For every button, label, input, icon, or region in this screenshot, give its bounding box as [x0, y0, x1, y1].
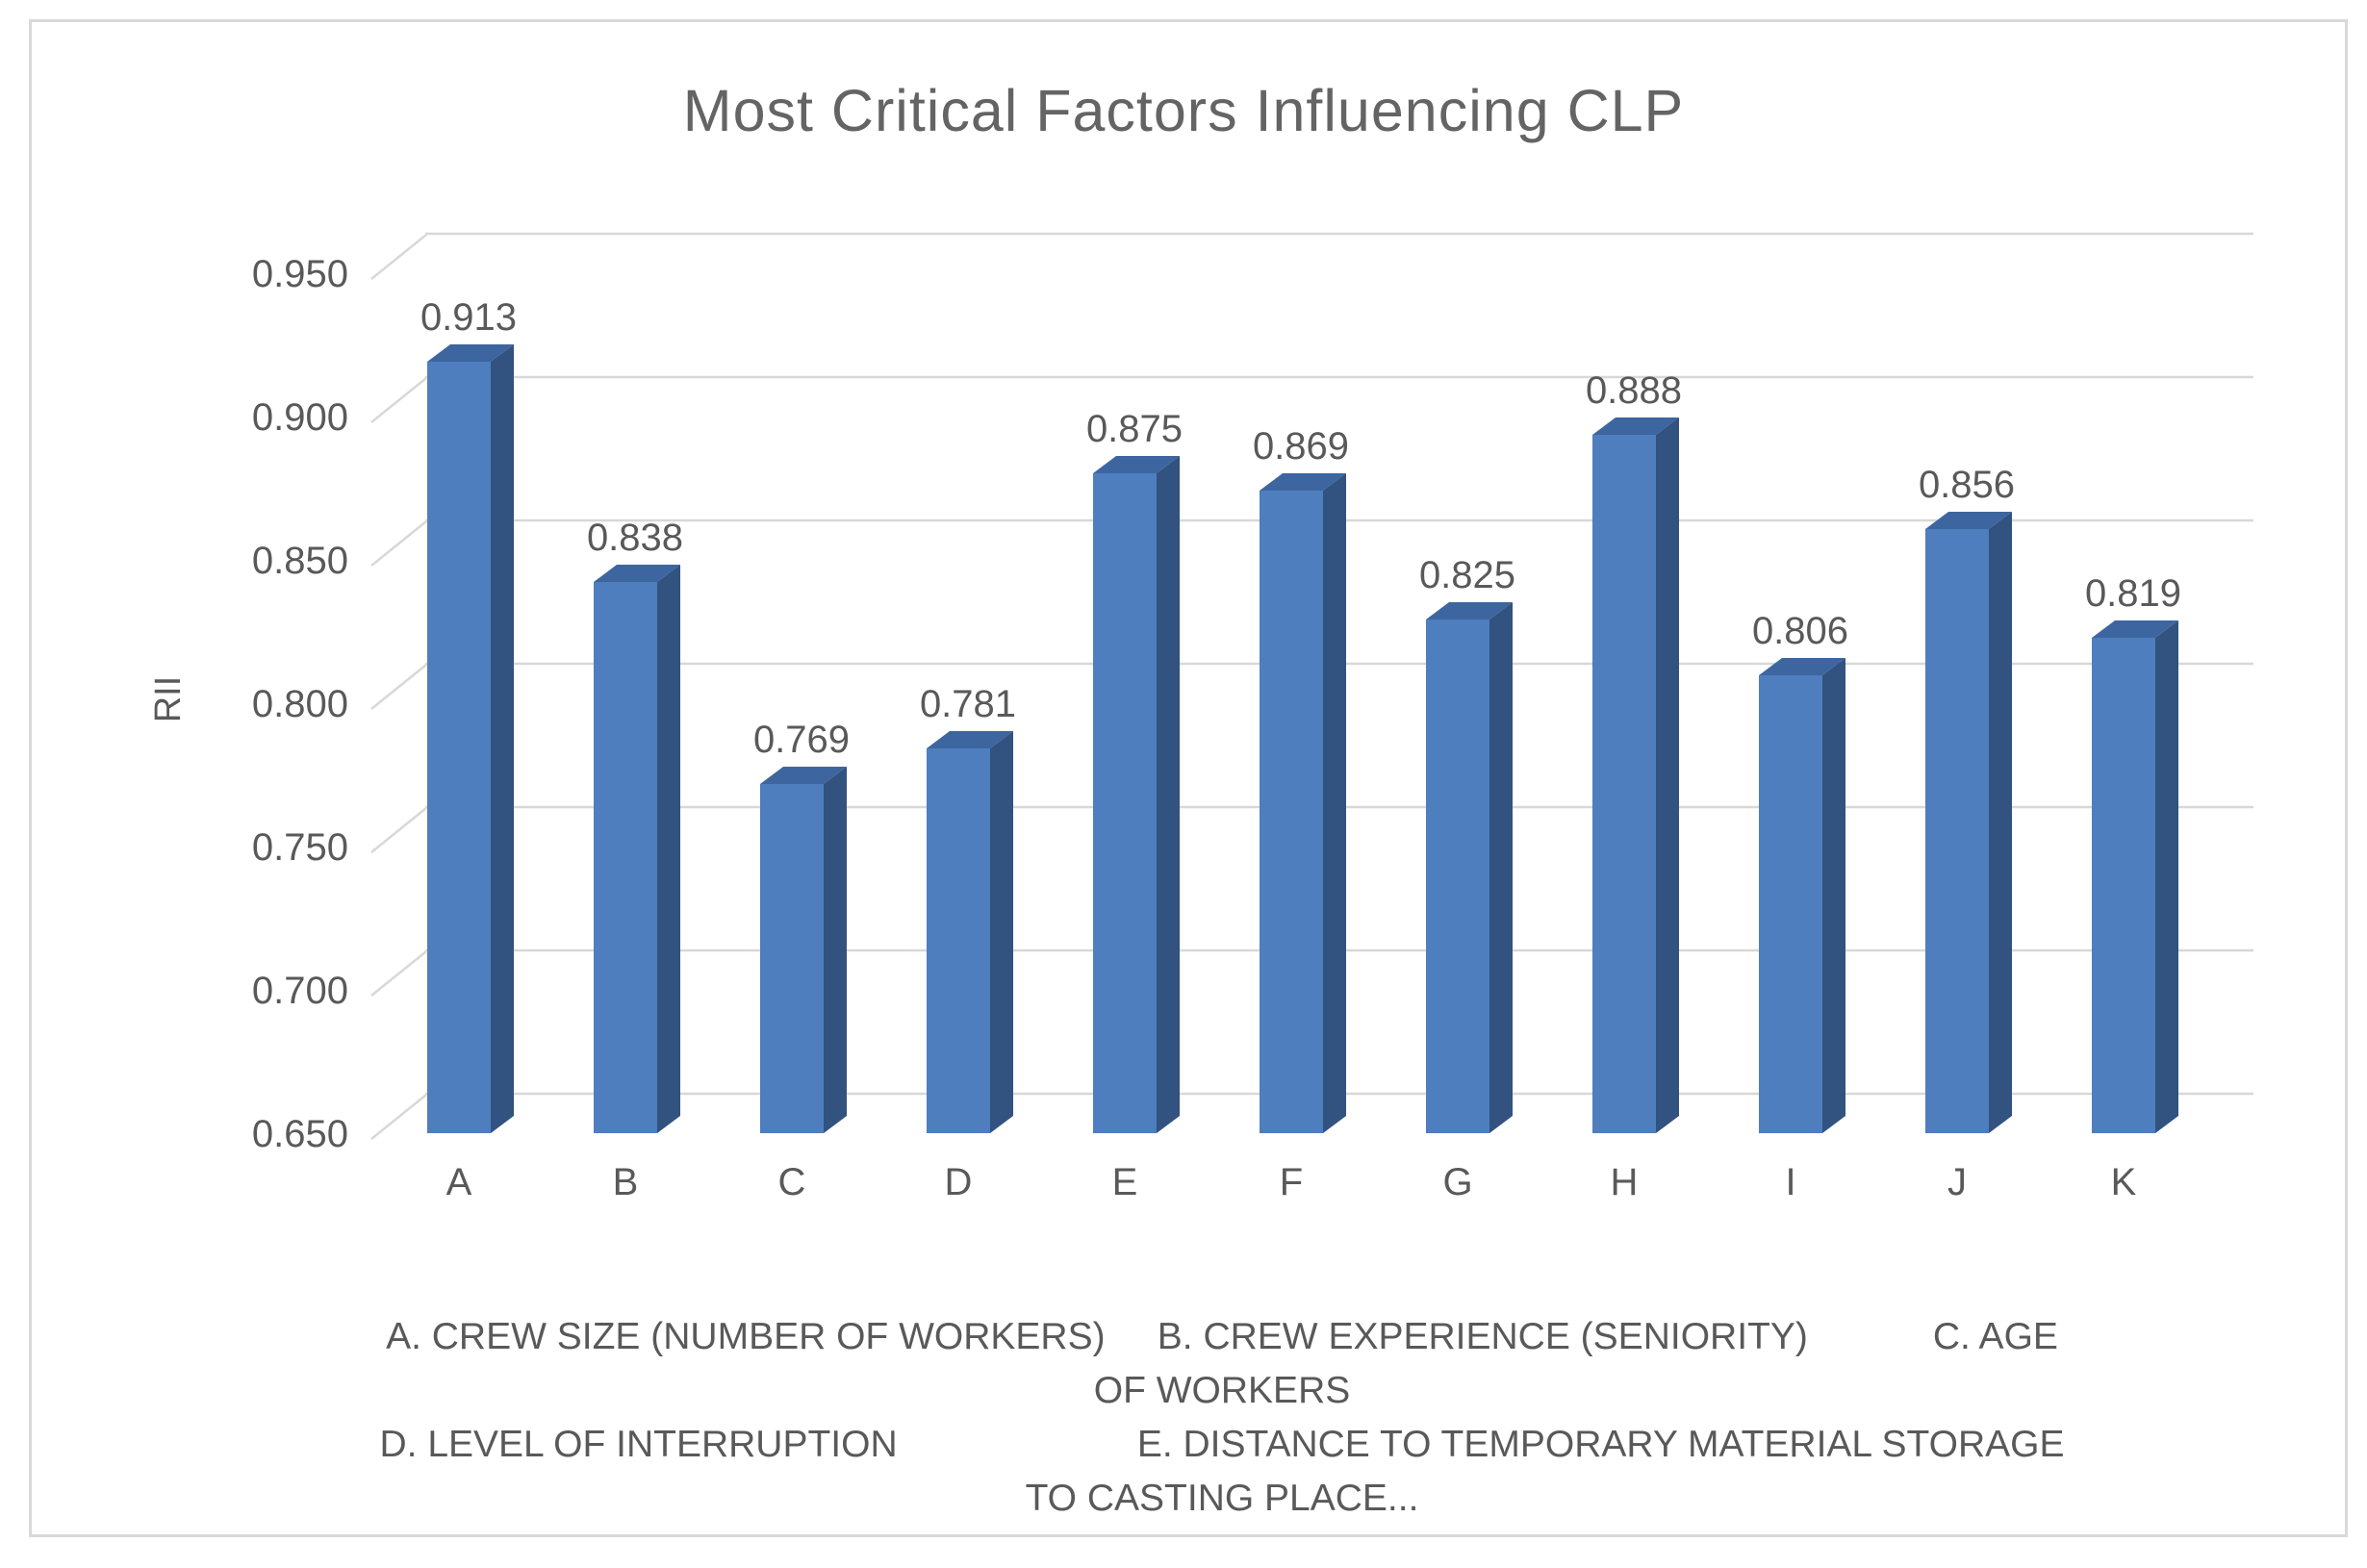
x-tick-label: A [445, 1161, 472, 1203]
bar [1260, 491, 1323, 1133]
x-axis-title-footnote: A. CREW SIZE (NUMBER OF WORKERS) B. CREW… [154, 1310, 2290, 1526]
x-tick-label: H [1610, 1161, 1639, 1203]
bar-side-face [1656, 417, 1679, 1133]
bar-side-face [491, 343, 514, 1133]
bar [927, 748, 990, 1133]
gridline-depth-tick [370, 234, 427, 280]
bar-data-label: 0.875 [1085, 407, 1184, 450]
bar-data-label: 0.838 [586, 516, 684, 559]
x-tick-label: I [1785, 1161, 1796, 1203]
bar [1426, 620, 1489, 1133]
gridline-depth-tick [370, 664, 427, 710]
y-tick-label: 0.850 [251, 540, 348, 582]
bar-side-face [824, 767, 847, 1133]
bar [1592, 435, 1656, 1133]
x-tick-label: D [944, 1161, 973, 1203]
bar-side-face [1323, 473, 1346, 1133]
chart-title: Most Critical Factors Influencing CLP [682, 78, 1685, 143]
y-tick-label: 0.900 [251, 396, 348, 439]
footnote-line: D. LEVEL OF INTERRUPTION E. DISTANCE TO … [379, 1424, 2065, 1465]
bar [427, 361, 491, 1133]
gridline-depth-tick [370, 1094, 427, 1140]
bar-side-face [1157, 455, 1180, 1133]
bar [594, 581, 657, 1133]
footnote-line: TO CASTING PLACE... [1025, 1478, 1419, 1519]
x-tick-label: B [612, 1161, 639, 1203]
bar-data-label: 0.806 [1751, 610, 1849, 653]
bar-data-label: 0.888 [1585, 369, 1683, 413]
x-tick-label: C [777, 1161, 806, 1203]
bar [2092, 637, 2155, 1133]
y-tick-label: 0.950 [251, 253, 348, 295]
bar-data-label: 0.856 [1918, 463, 2016, 506]
bar [1925, 528, 1989, 1133]
bar [1759, 675, 1822, 1133]
bar-data-label: 0.825 [1418, 554, 1516, 597]
bar-data-label: 0.769 [752, 719, 851, 762]
bar-side-face [2155, 620, 2178, 1133]
bar-side-face [1822, 658, 1845, 1133]
bar-data-label: 0.913 [420, 295, 518, 339]
gridline-depth-tick [370, 520, 427, 567]
bar-side-face [657, 564, 680, 1133]
x-tick-label: E [1111, 1161, 1138, 1203]
bar-side-face [990, 731, 1013, 1133]
x-tick-label: K [2110, 1161, 2137, 1203]
x-tick-label: G [1442, 1161, 1473, 1203]
bar-side-face [1989, 511, 2012, 1133]
gridline-depth-tick [370, 377, 427, 423]
y-tick-label: 0.800 [251, 683, 348, 725]
bar-data-label: 0.781 [919, 683, 1017, 726]
bar-data-label: 0.819 [2084, 571, 2182, 615]
x-tick-label: J [1947, 1161, 1967, 1203]
y-tick-label: 0.650 [251, 1113, 348, 1155]
gridline-depth-tick [370, 950, 427, 997]
bar-side-face [1489, 602, 1513, 1133]
footnote-line: A. CREW SIZE (NUMBER OF WORKERS) B. CREW… [386, 1316, 2058, 1357]
bar [760, 784, 824, 1133]
footnote-line: OF WORKERS [1093, 1370, 1351, 1411]
bar-data-label: 0.869 [1252, 425, 1350, 468]
bar [1093, 472, 1157, 1133]
y-tick-label: 0.750 [251, 826, 348, 869]
y-tick-label: 0.700 [251, 970, 348, 1012]
gridline-depth-tick [370, 807, 427, 853]
x-tick-label: F [1279, 1161, 1304, 1203]
